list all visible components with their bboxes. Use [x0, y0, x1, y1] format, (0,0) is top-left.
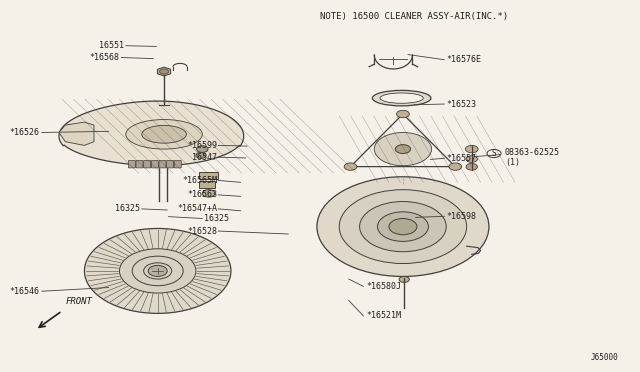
Circle shape [202, 190, 215, 197]
Circle shape [132, 256, 183, 286]
Text: (1): (1) [505, 157, 520, 167]
Circle shape [317, 177, 489, 276]
FancyBboxPatch shape [166, 161, 173, 168]
FancyBboxPatch shape [129, 161, 136, 168]
Circle shape [159, 69, 168, 74]
Circle shape [344, 163, 357, 170]
Text: *16526: *16526 [10, 128, 40, 137]
Circle shape [196, 146, 208, 153]
Ellipse shape [380, 93, 423, 103]
Circle shape [466, 156, 477, 162]
Text: 16551: 16551 [99, 41, 124, 50]
Text: 16325: 16325 [115, 204, 141, 214]
Text: S: S [492, 149, 497, 158]
FancyBboxPatch shape [136, 161, 143, 168]
Circle shape [360, 202, 446, 252]
Text: *16523: *16523 [446, 100, 476, 109]
Text: *16547+A: *16547+A [177, 204, 217, 214]
FancyBboxPatch shape [159, 161, 166, 168]
Text: *16563: *16563 [187, 190, 217, 199]
Circle shape [396, 145, 411, 154]
Circle shape [148, 265, 167, 276]
Text: *16568: *16568 [90, 53, 120, 62]
Circle shape [378, 212, 428, 241]
Polygon shape [157, 67, 171, 76]
Circle shape [84, 228, 231, 313]
FancyBboxPatch shape [151, 161, 158, 168]
Circle shape [466, 163, 477, 170]
FancyBboxPatch shape [174, 161, 181, 168]
Text: 16325: 16325 [204, 214, 229, 223]
Text: FRONT: FRONT [65, 297, 92, 307]
Bar [199, 172, 218, 179]
Text: 08363-62525: 08363-62525 [505, 148, 560, 157]
Circle shape [389, 218, 417, 235]
Ellipse shape [142, 125, 186, 143]
Circle shape [196, 153, 206, 158]
Text: *16599: *16599 [187, 141, 217, 150]
Text: J65000: J65000 [591, 353, 618, 362]
Text: *16546: *16546 [10, 287, 40, 296]
Text: *16557: *16557 [446, 154, 476, 163]
Text: *16521M: *16521M [366, 311, 401, 320]
Circle shape [449, 163, 461, 170]
Circle shape [465, 145, 478, 153]
Circle shape [120, 249, 196, 293]
Circle shape [143, 263, 172, 279]
Ellipse shape [372, 90, 431, 106]
Text: 16547: 16547 [192, 153, 217, 162]
Ellipse shape [126, 119, 202, 149]
Circle shape [487, 150, 501, 158]
Polygon shape [59, 101, 244, 166]
Polygon shape [59, 122, 94, 145]
FancyBboxPatch shape [143, 161, 150, 168]
Text: NOTE) 16500 CLEANER ASSY-AIR(INC.*): NOTE) 16500 CLEANER ASSY-AIR(INC.*) [320, 12, 508, 22]
Text: *16576E: *16576E [446, 55, 481, 64]
Text: *16565M: *16565M [182, 176, 217, 185]
Text: *16528: *16528 [187, 227, 217, 235]
Bar [199, 181, 215, 188]
Text: *16580J: *16580J [366, 282, 401, 291]
Text: *16598: *16598 [446, 212, 476, 221]
Circle shape [339, 190, 467, 263]
Circle shape [399, 276, 410, 282]
Circle shape [397, 110, 410, 118]
Circle shape [374, 132, 431, 166]
